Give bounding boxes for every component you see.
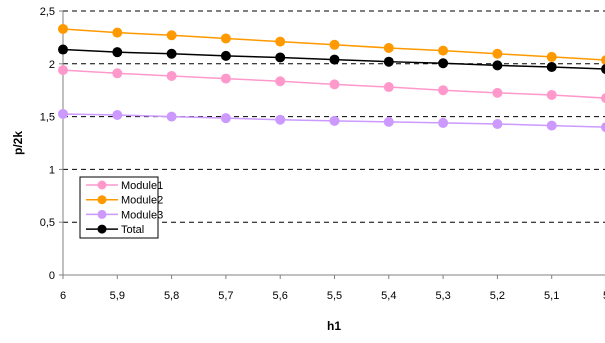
data-point-module2-4 bbox=[275, 36, 286, 47]
x-tick-label-1: 5,9 bbox=[110, 290, 125, 302]
legend-box bbox=[79, 176, 159, 239]
legend-marker-module1 bbox=[97, 180, 107, 190]
legend-label-module1: Module1 bbox=[121, 180, 163, 192]
legend-label-total: Total bbox=[121, 224, 144, 236]
data-point-total-8 bbox=[492, 60, 503, 71]
data-point-module1-8 bbox=[492, 87, 503, 98]
y-tick-label-4: 2 bbox=[49, 59, 55, 71]
x-tick-label-0: 6 bbox=[60, 290, 66, 302]
data-point-module2-1 bbox=[112, 27, 123, 38]
x-axis-title: h1 bbox=[327, 319, 341, 333]
data-point-module2-10 bbox=[601, 55, 605, 66]
x-tick-label-6: 5,4 bbox=[381, 290, 396, 302]
data-point-module2-2 bbox=[166, 30, 177, 41]
data-point-total-5 bbox=[329, 54, 340, 65]
data-point-module2-6 bbox=[383, 42, 394, 53]
data-point-module3-7 bbox=[438, 117, 449, 128]
data-point-total-7 bbox=[438, 58, 449, 69]
data-point-total-3 bbox=[220, 50, 231, 61]
data-point-module1-9 bbox=[546, 89, 557, 100]
data-point-total-1 bbox=[112, 47, 123, 58]
data-point-module3-0 bbox=[58, 108, 68, 119]
data-point-module2-0 bbox=[58, 23, 68, 34]
data-point-module2-9 bbox=[546, 51, 557, 62]
data-point-module2-7 bbox=[438, 45, 449, 56]
data-point-module3-2 bbox=[166, 111, 177, 122]
data-point-total-6 bbox=[383, 56, 394, 67]
series-group bbox=[58, 23, 605, 133]
data-point-module3-9 bbox=[546, 120, 557, 131]
data-point-module2-5 bbox=[329, 39, 340, 50]
data-point-module1-2 bbox=[166, 70, 177, 81]
data-point-module3-10 bbox=[601, 122, 605, 133]
x-tick-label-5: 5,5 bbox=[327, 290, 342, 302]
x-tick-label-2: 5,8 bbox=[164, 290, 179, 302]
legend-marker-module3 bbox=[97, 209, 107, 219]
y-axis-title: p/2k bbox=[11, 131, 25, 155]
data-point-module3-6 bbox=[383, 116, 394, 127]
data-point-module3-1 bbox=[112, 110, 123, 121]
x-tick-label-7: 5,3 bbox=[435, 290, 450, 302]
data-point-module3-8 bbox=[492, 118, 503, 129]
data-point-module1-7 bbox=[438, 85, 449, 96]
x-tick-label-9: 5,1 bbox=[544, 290, 559, 302]
y-tick-label-1: 0,5 bbox=[40, 217, 55, 229]
series-total bbox=[58, 44, 605, 74]
data-point-module2-8 bbox=[492, 48, 503, 59]
legend-marker-module2 bbox=[97, 195, 107, 205]
legend: Module1 Module2 Module3 Total bbox=[79, 176, 163, 239]
x-tick-label-8: 5,2 bbox=[490, 290, 505, 302]
x-tick-labels: 6 5,9 5,8 5,7 5,6 5,5 5,4 5,3 5,2 5,1 5 bbox=[60, 275, 605, 302]
legend-label-module3: Module3 bbox=[121, 209, 163, 221]
x-tick-label-4: 5,6 bbox=[273, 290, 288, 302]
data-point-module3-5 bbox=[329, 115, 340, 126]
y-tick-label-2: 1 bbox=[49, 164, 55, 176]
data-point-module3-3 bbox=[220, 113, 231, 124]
series-module3 bbox=[58, 108, 605, 133]
x-tick-label-3: 5,7 bbox=[218, 290, 233, 302]
data-point-total-10 bbox=[601, 64, 605, 74]
data-point-module1-10 bbox=[601, 93, 605, 104]
series-module2 bbox=[58, 23, 605, 66]
legend-marker-total bbox=[97, 224, 107, 234]
data-point-total-2 bbox=[166, 48, 177, 59]
data-point-total-9 bbox=[546, 61, 557, 72]
data-point-module3-4 bbox=[275, 114, 286, 125]
data-point-module2-3 bbox=[220, 33, 231, 44]
data-point-module1-5 bbox=[329, 79, 340, 90]
legend-label-module2: Module2 bbox=[121, 195, 163, 207]
y-tick-label-0: 0 bbox=[49, 270, 55, 282]
y-tick-label-3: 1,5 bbox=[40, 112, 55, 124]
data-point-total-4 bbox=[275, 52, 286, 63]
y-tick-labels: 0 0,5 1 1,5 2 2,5 bbox=[40, 6, 63, 282]
data-point-module1-6 bbox=[383, 82, 394, 93]
x-tick-label-10: 5 bbox=[603, 290, 605, 302]
y-tick-label-5: 2,5 bbox=[40, 6, 55, 18]
data-point-total-0 bbox=[58, 44, 68, 55]
data-point-module1-0 bbox=[58, 65, 68, 76]
data-point-module1-1 bbox=[112, 68, 123, 79]
series-module1 bbox=[58, 65, 605, 104]
data-point-module1-4 bbox=[275, 76, 286, 87]
data-point-module1-3 bbox=[220, 73, 231, 84]
